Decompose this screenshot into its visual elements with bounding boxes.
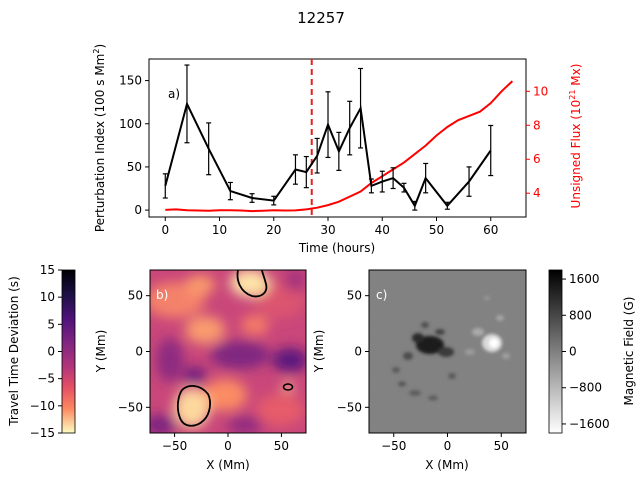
flux-series bbox=[165, 80, 514, 213]
magnetic-field-colorbar: 1600 800 0 −8​00 −1600 Magnetic Field (G) bbox=[548, 269, 636, 434]
panel-c-y-ticks: −50 0 50 bbox=[337, 289, 369, 414]
travel-time-colorbar-label: Travel Time Deviation (s) bbox=[7, 276, 21, 427]
colorbar-tick-label: 800 bbox=[569, 308, 592, 322]
panel-a-ylabel: Perturbation Index (100 s Mm2) bbox=[92, 44, 107, 232]
x-tick-label: 0 bbox=[161, 223, 169, 237]
perturbation-series bbox=[162, 64, 494, 211]
y-tick-label: 50 bbox=[128, 289, 143, 303]
panel-a-y2-ticks: 4 6 8 10 bbox=[526, 84, 548, 200]
flux-line bbox=[165, 80, 514, 213]
x-tick-label: 50 bbox=[274, 439, 289, 453]
y-tick-label: 0 bbox=[135, 345, 143, 359]
panel-b-label: b) bbox=[156, 288, 168, 302]
x-tick-label: 0 bbox=[444, 439, 452, 453]
travel-time-colorbar-fill bbox=[61, 269, 76, 434]
panel-b-travel-time-map: −50 0 50 −50 0 50 b) X (Mm) Y (Mm) bbox=[94, 269, 307, 472]
x-tick-label: 10 bbox=[212, 223, 227, 237]
panel-a-ylabel-main: Perturbation Index (100 s Mm bbox=[93, 54, 107, 233]
panel-c-positive-polarity bbox=[465, 296, 510, 359]
colorbar-tick-label: −15 bbox=[30, 426, 55, 440]
panel-c-negative-polarity bbox=[392, 322, 456, 401]
panel-a-xlabel: Time (hours) bbox=[298, 241, 375, 255]
colorbar-tick-label: −1600 bbox=[569, 417, 610, 431]
panel-c-x-ticks: −50 0 50 bbox=[381, 433, 509, 453]
panel-a-y2label-end: Mx) bbox=[569, 64, 583, 90]
x-tick-label: 30 bbox=[320, 223, 335, 237]
y-tick-label: 100 bbox=[119, 117, 142, 131]
y2-tick-label: 10 bbox=[533, 84, 548, 98]
panel-a-ylabel-sup: 2 bbox=[92, 49, 101, 54]
panel-a-line-chart: 0 10 20 30 40 50 60 0 50 100 150 4 6 8 10 a) Time (h… bbox=[92, 44, 583, 255]
panel-a-y2label-sup: 21 bbox=[568, 90, 577, 100]
y-tick-label: 0 bbox=[354, 345, 362, 359]
x-tick-label: −50 bbox=[162, 439, 187, 453]
panel-c-xlabel: X (Mm) bbox=[425, 458, 468, 472]
y2-tick-label: 4 bbox=[533, 186, 541, 200]
panel-c-ylabel: Y (Mm) bbox=[312, 330, 326, 374]
colorbar-tick-label: −5 bbox=[37, 372, 55, 386]
panel-c-label: c) bbox=[376, 288, 387, 302]
y-tick-label: 150 bbox=[119, 74, 142, 88]
x-tick-label: 0 bbox=[224, 439, 232, 453]
magnetic-field-colorbar-ticks: 1600 800 0 −8​00 −1600 bbox=[562, 272, 610, 431]
panel-b-xlabel: X (Mm) bbox=[206, 458, 249, 472]
x-tick-label: 20 bbox=[266, 223, 281, 237]
y2-tick-label: 8 bbox=[533, 118, 541, 132]
panel-a-y-ticks: 0 50 100 150 bbox=[119, 74, 149, 217]
colorbar-tick-label: 1600 bbox=[569, 272, 600, 286]
panel-b-ylabel: Y (Mm) bbox=[94, 330, 108, 374]
y-tick-label: −50 bbox=[337, 400, 362, 414]
panel-b-x-ticks: −50 0 50 bbox=[162, 433, 289, 453]
figure-title: 12257 bbox=[297, 9, 345, 27]
panel-a-x-ticks: 0 10 20 30 40 50 60 bbox=[161, 217, 498, 237]
contour-top bbox=[236, 270, 268, 298]
panel-b-contours bbox=[176, 270, 294, 427]
colorbar-tick-label: 15 bbox=[40, 263, 55, 277]
x-tick-label: −50 bbox=[381, 439, 406, 453]
panel-c-image bbox=[369, 270, 526, 433]
x-tick-label: 50 bbox=[494, 439, 509, 453]
travel-time-colorbar: 15 10 5 0 −5 −10 −15 Travel Time Deviation (s) bbox=[7, 263, 76, 440]
x-tick-label: 60 bbox=[483, 223, 498, 237]
travel-time-colorbar-ticks: 15 10 5 0 −5 −10 −15 bbox=[30, 263, 62, 440]
panel-c-magnetogram: −50 0 50 −50 0 50 c) X (Mm) Y (Mm) bbox=[312, 269, 527, 472]
contour-bottom-left bbox=[176, 385, 211, 427]
y-tick-label: 0 bbox=[134, 203, 142, 217]
panel-a-ylabel-end: ) bbox=[93, 44, 107, 49]
x-tick-label: 50 bbox=[429, 223, 444, 237]
panel-b-image bbox=[150, 270, 306, 433]
y-tick-label: −50 bbox=[118, 400, 143, 414]
colorbar-tick-label: −8​00 bbox=[569, 381, 602, 395]
panel-b-y-ticks: −50 0 50 bbox=[118, 289, 150, 414]
colorbar-tick-label: 0 bbox=[47, 345, 55, 359]
x-tick-label: 40 bbox=[375, 223, 390, 237]
panel-a-label: a) bbox=[168, 87, 180, 101]
colorbar-tick-label: −10 bbox=[30, 399, 55, 413]
y2-tick-label: 6 bbox=[533, 152, 541, 166]
colorbar-tick-label: 5 bbox=[47, 317, 55, 331]
magnetic-field-colorbar-label: Magnetic Field (G) bbox=[622, 297, 636, 406]
panel-a-y2label: Unsigned Flux (1021 Mx) bbox=[568, 64, 583, 209]
y-tick-label: 50 bbox=[127, 160, 142, 174]
perturbation-line bbox=[164, 101, 492, 209]
colorbar-tick-label: 0 bbox=[569, 345, 577, 359]
contour-small-spot bbox=[282, 383, 294, 391]
panel-a-y2label-main: Unsigned Flux (10 bbox=[569, 100, 583, 209]
colorbar-tick-label: 10 bbox=[40, 290, 55, 304]
panel-a-frame bbox=[148, 58, 527, 218]
magnetic-field-colorbar-fill bbox=[548, 269, 563, 434]
y-tick-label: 50 bbox=[347, 289, 362, 303]
